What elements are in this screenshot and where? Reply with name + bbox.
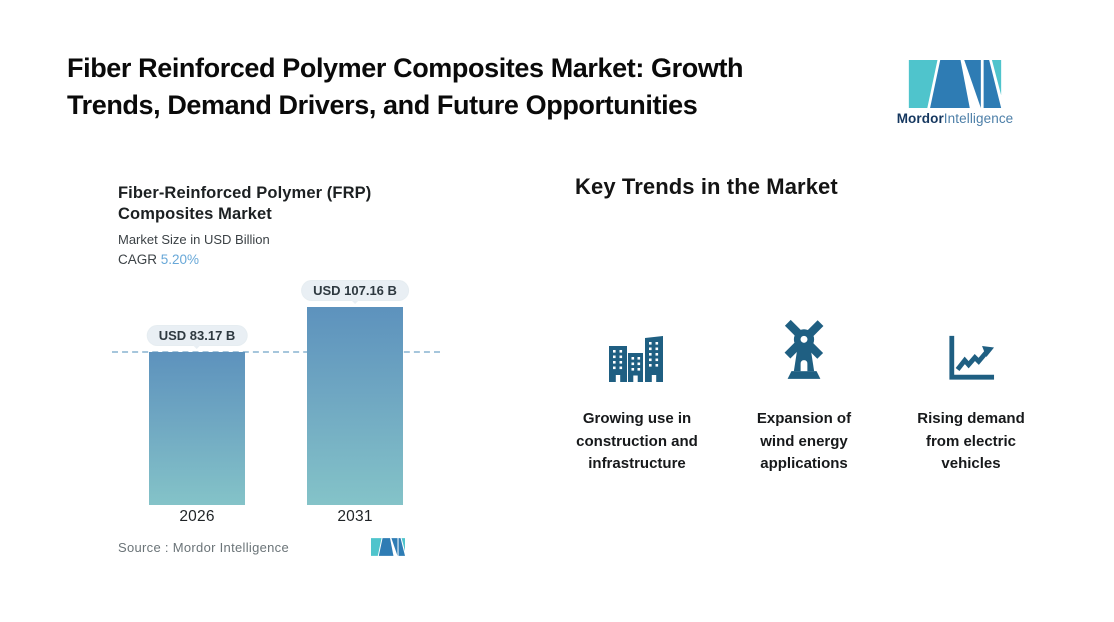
chart-subtitle: Market Size in USD Billion: [118, 232, 270, 247]
value-label-2031: USD 107.16 B: [302, 281, 408, 300]
cagr-value: 5.20%: [160, 252, 200, 267]
brand-name-light: Intelligence: [943, 111, 1014, 126]
source-label: Source :: [118, 539, 169, 555]
chart-header: Fiber-Reinforced Polymer (FRP) Composite…: [118, 183, 458, 267]
reference-dashed-line: [112, 351, 440, 353]
page-title-line1: Fiber Reinforced Polymer Composites Mark…: [67, 53, 744, 83]
buildings-icon: [562, 310, 712, 382]
cagr-label: CAGR: [118, 252, 158, 267]
x-tick-2026: 2026: [179, 508, 215, 525]
chart-cagr: CAGR 5.20%: [118, 252, 458, 267]
chart-title: Fiber-Reinforced Polymer (FRP) Composite…: [118, 184, 372, 223]
mordor-intelligence-logo-icon: [908, 60, 1002, 108]
trend-label-electric-vehicles: Rising demand from electric vehicles: [917, 410, 1025, 472]
value-label-2026: USD 83.17 B: [147, 326, 247, 345]
bar-group-2026: USD 83.17 B: [147, 270, 247, 505]
brand-logo: MordorIntelligence: [893, 60, 1017, 126]
trend-label-wind-energy: Expansion of wind energy applications: [756, 410, 852, 472]
bar-2026: [149, 352, 245, 505]
page-title: Fiber Reinforced Polymer Composites Mark…: [67, 50, 887, 124]
windmill-icon: [729, 310, 879, 382]
source-text: Source : Mordor Intelligence: [118, 540, 289, 555]
page-title-line2: Trends, Demand Drivers, and Future Oppor…: [67, 90, 698, 120]
trend-label-construction: Growing use in construction and infrastr…: [576, 410, 698, 472]
bar-chart-plot: USD 83.17 B USD 107.16 B: [112, 270, 440, 505]
mordor-logo-mini-icon: [371, 538, 405, 556]
trend-wind-energy: Expansion of wind energy applications: [729, 310, 879, 476]
bar-2031: [307, 307, 403, 505]
trends-heading: Key Trends in the Market: [575, 174, 838, 199]
bar-group-2031: USD 107.16 B: [302, 270, 408, 505]
x-axis-labels: 2026 2031: [112, 508, 440, 528]
brand-name-bold: Mordor: [896, 111, 944, 126]
trends-row: Growing use in construction and infrastr…: [562, 310, 1047, 476]
brand-name: MordorIntelligence: [893, 111, 1017, 126]
chart-increase-icon: [896, 310, 1046, 382]
source-row: Source : Mordor Intelligence: [118, 536, 405, 558]
source-value: Mordor Intelligence: [172, 539, 290, 555]
x-tick-2031: 2031: [337, 508, 373, 525]
trend-electric-vehicles: Rising demand from electric vehicles: [896, 310, 1046, 476]
trend-construction: Growing use in construction and infrastr…: [562, 310, 712, 476]
